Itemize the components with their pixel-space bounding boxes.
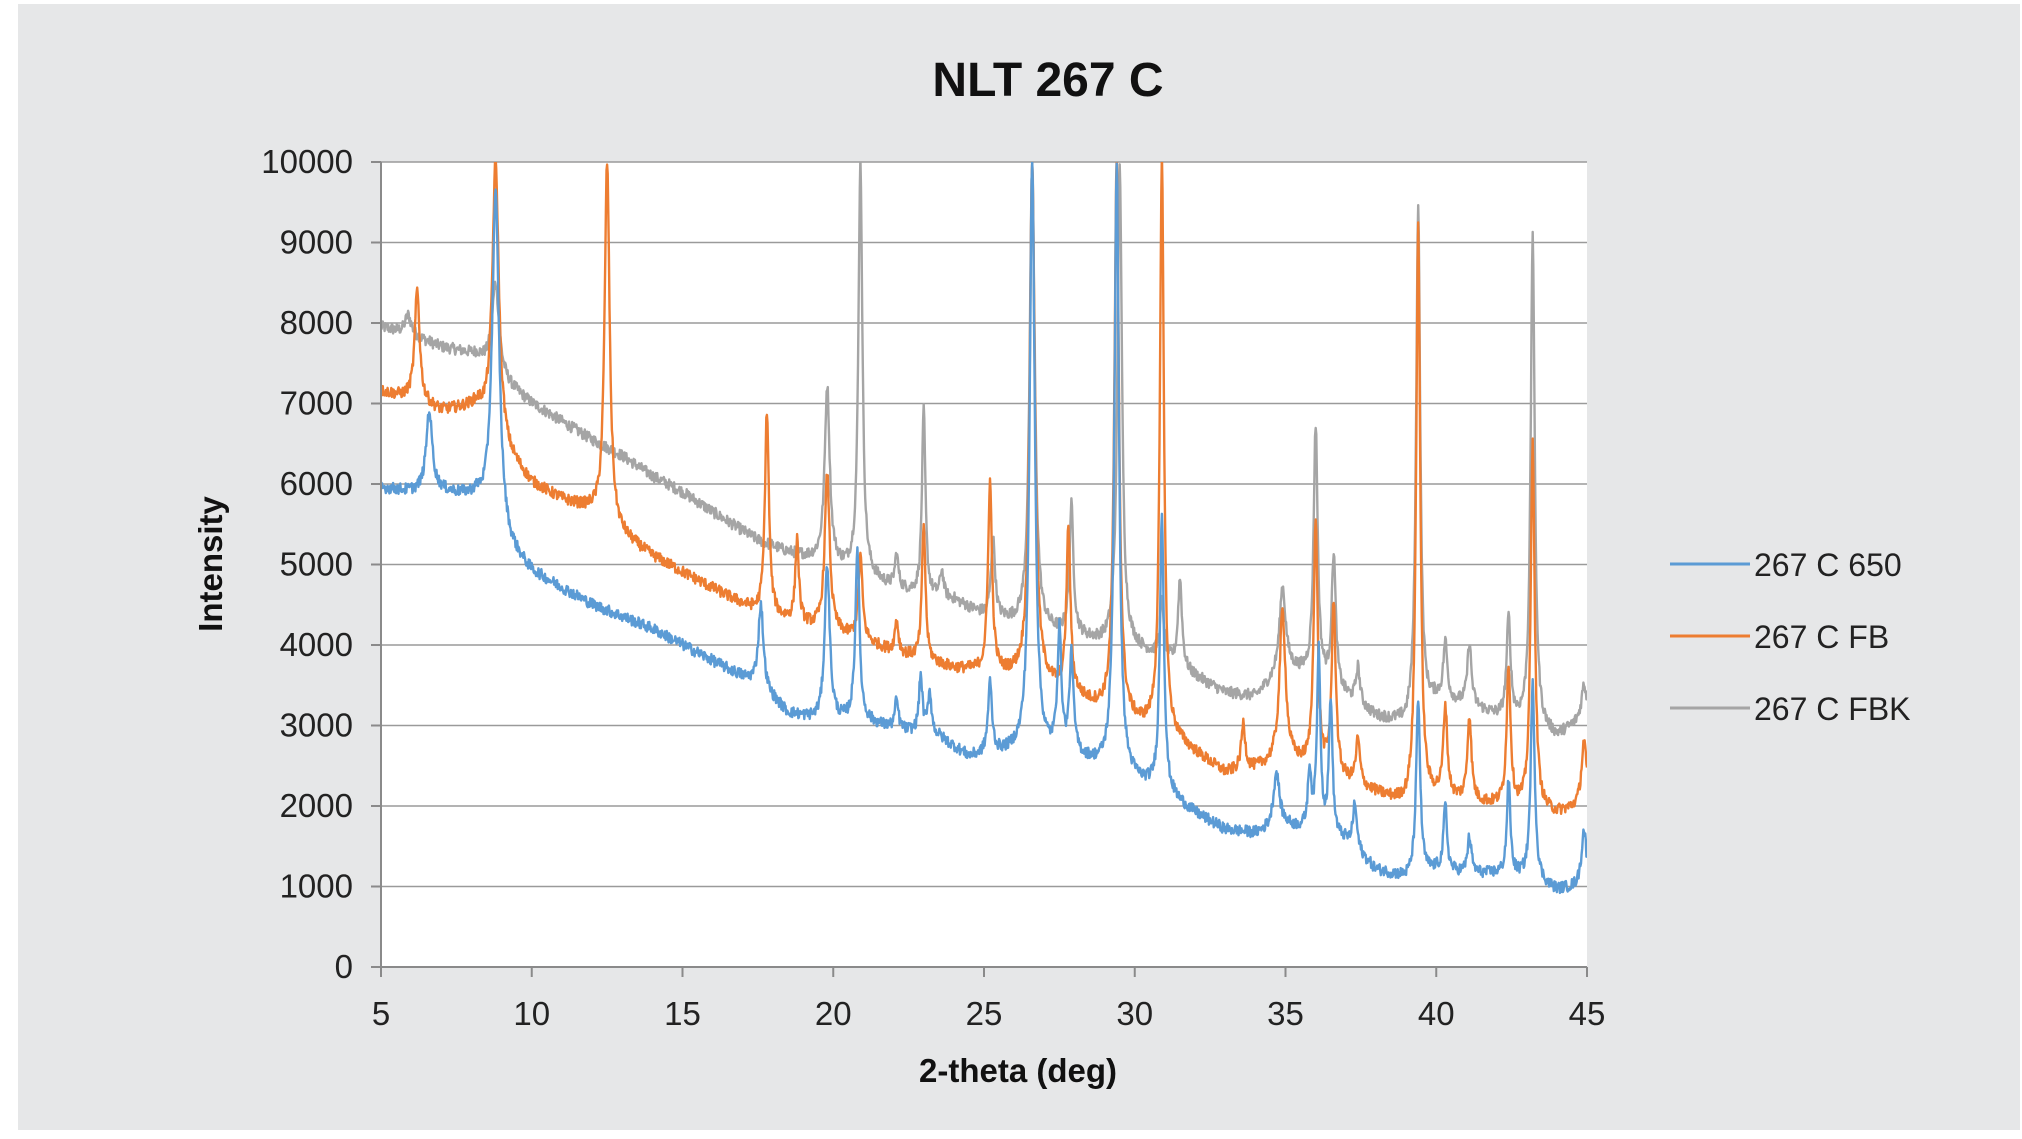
series-line <box>381 162 1587 895</box>
y-tick-label: 9000 <box>280 224 353 261</box>
y-tick-label: 1000 <box>280 868 353 905</box>
x-tick-label: 30 <box>1116 995 1153 1032</box>
y-tick-labels: 0 1000 2000 3000 4000 5000 6000 7000 8000 9000 100… <box>261 143 353 985</box>
x-tick-label: 10 <box>513 995 550 1032</box>
y-tick-label: 8000 <box>280 304 353 341</box>
y-axis-title: Intensity <box>192 496 229 632</box>
y-tick-label: 7000 <box>280 385 353 422</box>
axes <box>371 161 1588 977</box>
x-tick-label: 25 <box>966 995 1003 1032</box>
xrd-chart: NLT 267 C 0 1000 2000 3000 4000 5000 6000 7000 8… <box>192 54 1911 1089</box>
x-tick-label: 20 <box>815 995 852 1032</box>
legend: 267 C 650 267 C FB 267 C FBK <box>1670 547 1911 727</box>
chart-title: NLT 267 C <box>932 54 1163 107</box>
x-tick-label: 45 <box>1569 995 1606 1032</box>
y-tick-label: 4000 <box>280 626 353 663</box>
legend-label: 267 C FB <box>1754 619 1889 655</box>
series-line <box>381 162 1587 737</box>
y-tick-label: 6000 <box>280 465 353 502</box>
legend-label: 267 C 650 <box>1754 547 1902 583</box>
y-tick-label: 10000 <box>261 143 353 180</box>
chart-frame: NLT 267 C 0 1000 2000 3000 4000 5000 6000 7000 8… <box>18 4 2020 1130</box>
x-tick-label: 5 <box>372 995 390 1032</box>
y-tick-label: 5000 <box>280 546 353 583</box>
series-line <box>381 162 1587 815</box>
y-tick-label: 3000 <box>280 707 353 744</box>
x-tick-label: 15 <box>664 995 701 1032</box>
series-layer <box>381 162 1587 895</box>
x-tick-label: 40 <box>1418 995 1455 1032</box>
x-tick-labels: 5 10 15 20 25 30 35 40 45 <box>372 995 1606 1032</box>
legend-label: 267 C FBK <box>1754 691 1911 727</box>
y-tick-label: 2000 <box>280 787 353 824</box>
gridlines <box>381 161 1587 888</box>
x-tick-label: 35 <box>1267 995 1304 1032</box>
y-tick-label: 0 <box>335 948 353 985</box>
x-axis-title: 2-theta (deg) <box>919 1052 1117 1089</box>
